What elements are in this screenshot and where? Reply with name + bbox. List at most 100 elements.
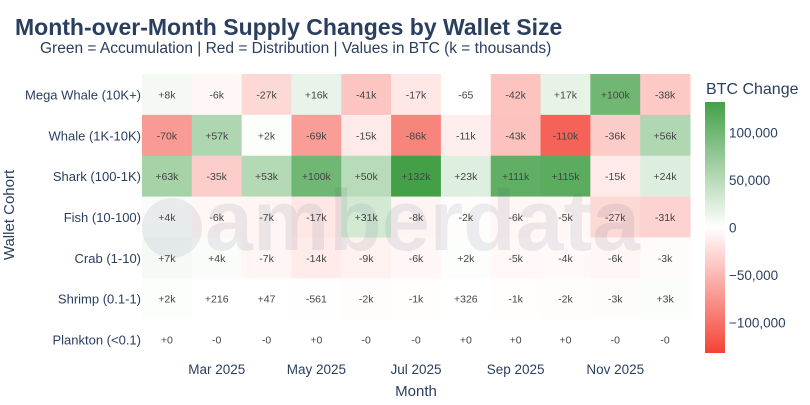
- heatmap-cell: [640, 278, 691, 320]
- x-tick-label: Nov 2025: [586, 362, 644, 377]
- cell-label: -561: [306, 294, 327, 306]
- heatmap-cell: [191, 74, 243, 116]
- heatmap-cell: [440, 155, 492, 198]
- heatmap-cell: [640, 114, 691, 157]
- cell-label: -0: [611, 335, 620, 347]
- cell-label: -0: [212, 335, 221, 347]
- cell-label: -4k: [558, 253, 573, 265]
- cell-label: -7k: [259, 212, 274, 224]
- heatmap-cell: [191, 237, 243, 279]
- cell-label: +4k: [208, 253, 226, 265]
- heatmap-cell: [640, 74, 691, 116]
- cell-label: +0: [559, 335, 571, 347]
- heatmap-cell: [191, 155, 243, 198]
- heatmap-cell: [341, 114, 392, 157]
- x-axis-title: Month: [395, 383, 437, 400]
- colorbar-tick-label: 100,000: [729, 125, 778, 140]
- heatmap-cell: [391, 114, 442, 157]
- heatmap-cell: [341, 319, 392, 361]
- colorbar-tick-label: −100,000: [729, 316, 786, 331]
- cell-label: -2k: [359, 294, 374, 306]
- cell-label: -42k: [505, 89, 526, 101]
- heatmap-cell: [241, 74, 292, 116]
- x-tick-label: Mar 2025: [188, 362, 245, 377]
- heatmap-cell: [341, 196, 392, 238]
- cell-label: +132k: [402, 171, 432, 183]
- cell-label: -11k: [456, 130, 476, 142]
- cell-label: -0: [262, 335, 271, 347]
- cell-label: +56k: [654, 130, 678, 142]
- cell-label: +0: [161, 335, 173, 347]
- cell-label: -86k: [406, 130, 427, 142]
- heatmap-cell: [142, 155, 193, 198]
- heatmap-cell: [341, 278, 392, 320]
- heatmap-cell: [142, 74, 193, 116]
- heatmap-cell: [341, 74, 392, 116]
- cell-label: -6k: [508, 212, 523, 224]
- cell-label: +326: [454, 294, 478, 306]
- heatmap-cell: [540, 114, 591, 157]
- cell-label: +16k: [305, 89, 329, 101]
- heatmap-cell: [241, 114, 292, 157]
- heatmap-cell: [291, 155, 342, 198]
- heatmap-cell: [241, 237, 292, 279]
- cell-label: -3k: [658, 253, 673, 265]
- cell-label: -43k: [505, 130, 526, 142]
- heatmap-cell: [142, 114, 193, 157]
- cell-label: -70k: [157, 130, 178, 142]
- heatmap-cell: [191, 319, 243, 361]
- cell-label: -17k: [406, 89, 427, 101]
- cell-label: +63k: [155, 171, 179, 183]
- cell-label: -9k: [359, 253, 374, 265]
- cell-label: +111k: [502, 171, 530, 183]
- cell-label: +24k: [654, 171, 678, 183]
- colorbar: [705, 102, 725, 353]
- cell-label: +8k: [158, 89, 176, 101]
- cell-label: +31k: [355, 212, 379, 224]
- heatmap-cell: [440, 196, 492, 238]
- cell-label: -1k: [508, 294, 523, 306]
- heatmap-cell: [540, 196, 591, 238]
- x-tick-label: Sep 2025: [487, 362, 545, 377]
- cell-label: +100k: [601, 89, 631, 101]
- heatmap-cell: [391, 278, 442, 320]
- cell-label: -8k: [409, 212, 424, 224]
- heatmap-cell: [490, 319, 542, 361]
- svg-text:amberdata: amberdata: [205, 173, 641, 269]
- heatmap-cell: [540, 319, 591, 361]
- heatmap-cell: [590, 114, 641, 157]
- heatmap-cell: [440, 237, 492, 279]
- cell-label: -0: [362, 335, 371, 347]
- cell-label: -14k: [306, 253, 327, 265]
- heatmap-cell: [142, 237, 193, 279]
- heatmap-cell: [640, 155, 691, 198]
- cell-label: +50k: [355, 171, 379, 183]
- heatmap-cell: [241, 155, 292, 198]
- cell-label: -2k: [558, 294, 573, 306]
- cell-label: +0: [460, 335, 472, 347]
- cell-label: -0: [660, 335, 669, 347]
- heatmap-cell: [440, 114, 492, 157]
- cell-label: +57k: [205, 130, 229, 142]
- y-tick-label: Crab (1-10): [75, 251, 141, 266]
- watermark-logo: amberdata: [142, 173, 641, 269]
- heatmap-cell: [590, 278, 641, 320]
- heatmap-cell: [590, 237, 641, 279]
- heatmap-cell: [291, 114, 342, 157]
- y-tick-label: Shark (100-1K): [53, 169, 141, 184]
- heatmap-cell: [241, 278, 292, 320]
- cell-label: +53k: [255, 171, 279, 183]
- cell-label: -31k: [655, 212, 676, 224]
- heatmap-cell: [391, 196, 442, 238]
- cell-label: -5k: [558, 212, 573, 224]
- heatmap-cell: [341, 237, 392, 279]
- cell-label: +0: [310, 335, 322, 347]
- heatmap-cell: [490, 155, 542, 198]
- heatmap-cell: [540, 278, 591, 320]
- cell-label: -6k: [209, 212, 224, 224]
- heatmap-cell: [490, 237, 542, 279]
- cell-label: -6k: [409, 253, 424, 265]
- cell-label: -15k: [605, 171, 626, 183]
- heatmap-cell: [440, 319, 492, 361]
- cell-label: +7k: [158, 253, 176, 265]
